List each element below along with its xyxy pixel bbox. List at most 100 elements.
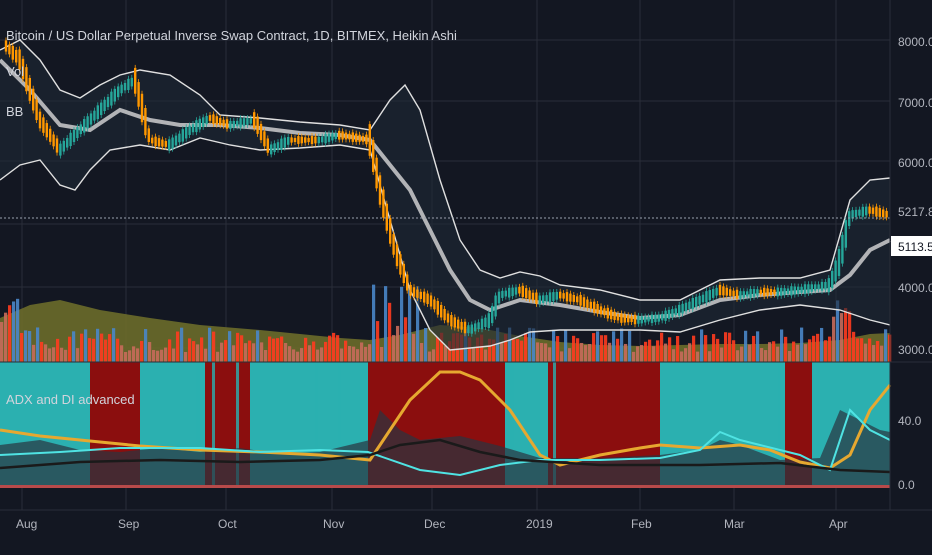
- volume-bar: [408, 287, 412, 362]
- candle-body: [712, 288, 715, 298]
- candle-body: [535, 292, 538, 304]
- candle-body: [96, 105, 99, 120]
- candle-body: [385, 203, 388, 231]
- chart-title[interactable]: Bitcoin / US Dollar Perpetual Inverse Sw…: [6, 28, 457, 43]
- candle-body: [582, 297, 586, 307]
- candle-body: [293, 138, 297, 142]
- candle-body: [249, 118, 252, 124]
- candle-body: [409, 284, 412, 296]
- volume-bar: [252, 343, 256, 362]
- volume-bar: [512, 339, 516, 362]
- candle-body: [817, 284, 820, 290]
- candle-body: [565, 292, 569, 302]
- candle-body: [144, 108, 147, 136]
- candle-body: [263, 131, 266, 147]
- volume-bar: [260, 342, 264, 362]
- volume-bar: [0, 322, 4, 362]
- candle-body: [501, 290, 504, 298]
- candle-body: [38, 111, 42, 129]
- volume-bar: [196, 344, 200, 362]
- candle-body: [314, 136, 317, 144]
- adx-title[interactable]: ADX and DI advanced: [6, 392, 135, 407]
- volume-bar: [532, 328, 536, 362]
- volume-bar: [320, 347, 324, 362]
- volume-bar: [24, 330, 28, 362]
- candle-body: [671, 309, 674, 317]
- candle-body: [188, 125, 191, 135]
- volume-bar: [508, 327, 512, 362]
- candle-body: [528, 290, 531, 300]
- study-vol-label[interactable]: Vol: [6, 64, 24, 79]
- volume-bar: [792, 341, 796, 362]
- candle-body: [803, 284, 807, 295]
- volume-bar: [764, 350, 768, 362]
- price-axis[interactable]: 8000.0 7000.0 6000.0 4000.0 3000.0 5217.…: [889, 0, 932, 510]
- volume-bar: [132, 346, 136, 362]
- candle-body: [780, 287, 783, 296]
- candle-body: [718, 284, 722, 296]
- candle-body: [412, 287, 416, 297]
- volume-bar: [444, 345, 448, 362]
- volume-bar: [232, 345, 236, 362]
- volume-bar: [600, 335, 604, 362]
- candle-body: [701, 294, 705, 303]
- candle-body: [168, 139, 171, 151]
- volume-bar: [64, 349, 68, 362]
- candle-body: [678, 304, 681, 316]
- volume-bar: [172, 348, 176, 362]
- candle-body: [572, 295, 575, 302]
- volume-bar: [388, 302, 392, 362]
- time-axis[interactable]: Aug Sep Oct Nov Dec 2019 Feb Mar Apr: [0, 509, 932, 531]
- candle-body: [15, 49, 18, 63]
- candle-body: [215, 116, 218, 125]
- volume-bar: [596, 331, 600, 362]
- candle-body: [361, 135, 365, 142]
- volume-bar: [488, 338, 492, 362]
- candle-body: [511, 287, 514, 297]
- candle-body: [688, 301, 691, 309]
- candle-body: [497, 291, 501, 304]
- candle-body: [467, 325, 470, 334]
- volume-bar: [328, 335, 332, 362]
- candle-body: [729, 289, 732, 296]
- candle-body: [613, 311, 616, 320]
- candle-body: [797, 286, 800, 294]
- candle-body: [389, 217, 392, 244]
- candle-body: [548, 292, 552, 303]
- volume-bar: [40, 341, 44, 362]
- candle-body: [504, 290, 507, 297]
- candle-body: [42, 117, 45, 133]
- di-plus-line: [0, 408, 891, 477]
- volume-bar: [8, 305, 12, 362]
- volume-bar: [448, 341, 452, 362]
- volume-bar: [392, 335, 396, 362]
- volume-bar: [16, 298, 20, 362]
- volume-bar: [684, 348, 688, 362]
- volume-bar: [648, 339, 652, 362]
- volume-bar: [768, 342, 772, 362]
- volume-bar: [756, 331, 760, 362]
- candle-body: [334, 133, 337, 139]
- volume-bar: [376, 321, 380, 362]
- candle-body: [181, 129, 184, 142]
- last-price-badge: [891, 201, 932, 221]
- candle-body: [786, 288, 790, 294]
- volume-bar: [68, 336, 72, 362]
- candle-body: [392, 234, 395, 255]
- volume-bar: [124, 351, 128, 362]
- time-label-apr: Apr: [829, 517, 848, 531]
- volume-bar: [372, 284, 376, 362]
- time-label-dec: Dec: [424, 517, 445, 531]
- candle-body: [514, 287, 518, 295]
- study-bb-label[interactable]: BB: [6, 104, 23, 119]
- time-label-nov: Nov: [323, 517, 344, 531]
- volume-bar: [620, 327, 624, 362]
- volume-bar: [304, 337, 308, 362]
- volume-bar: [824, 340, 828, 362]
- volume-bar: [692, 335, 696, 362]
- price-tick-8000: 8000.0: [898, 35, 932, 49]
- candle-body: [525, 288, 528, 299]
- candle-body: [834, 260, 837, 282]
- candle-body: [603, 308, 606, 316]
